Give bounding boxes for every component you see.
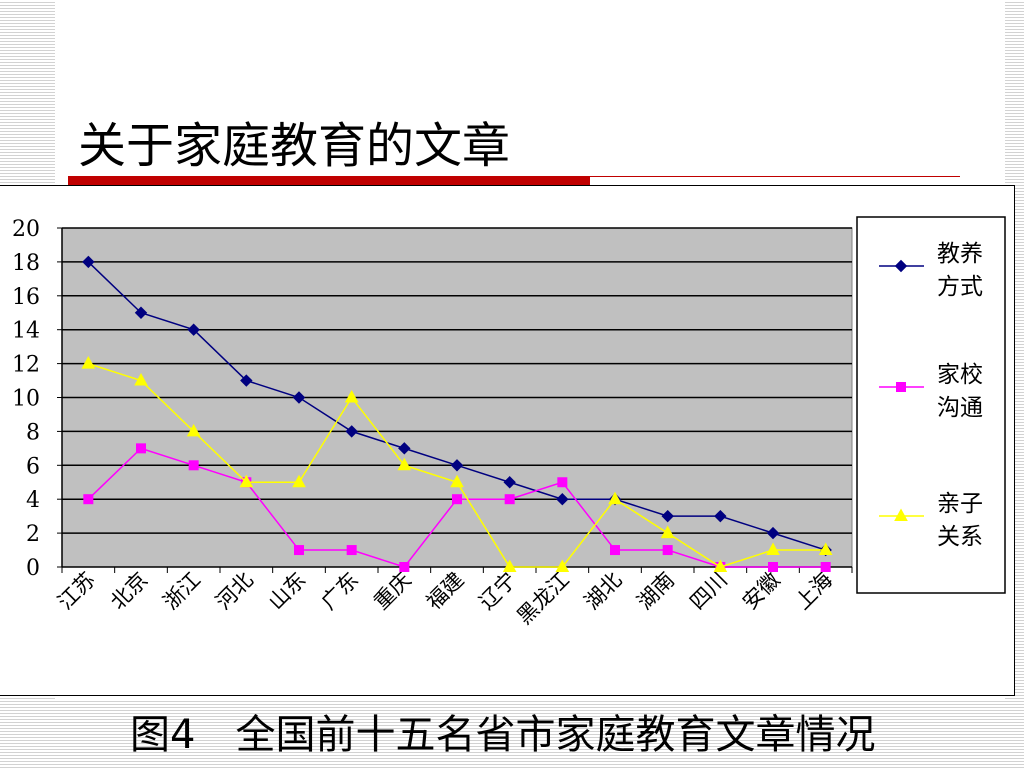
data-point [344,389,359,403]
y-tick-label: 10 [12,387,40,412]
data-point [714,509,727,523]
x-tick-label: 福建 [422,568,469,615]
data-point [134,306,148,319]
legend-label: 方式 [937,274,983,300]
legend-marker [894,259,908,273]
x-tick-label: 黑龙江 [512,568,574,630]
y-tick-label: 6 [26,454,40,479]
data-point [556,492,569,506]
y-tick-label: 8 [26,420,40,445]
x-tick-label: 辽宁 [475,568,522,615]
y-tick-label: 0 [26,556,40,581]
data-point [399,562,410,572]
x-tick-label: 湖南 [633,568,680,615]
data-point [768,562,778,572]
data-point [292,391,306,404]
data-point [239,474,254,488]
y-tick-label: 16 [12,285,40,310]
data-point [661,509,674,523]
y-tick-label: 2 [26,522,40,547]
y-tick-label: 18 [12,251,40,276]
data-point [766,542,780,556]
legend-label: 沟通 [937,395,983,421]
data-point [660,525,675,539]
legend-label: 关系 [937,524,983,550]
legend-marker [896,382,906,392]
data-point [292,474,306,488]
data-point [188,460,199,471]
data-point [555,559,570,572]
x-tick-label: 广东 [317,568,364,615]
x-tick-label: 安徽 [738,568,785,615]
data-point [818,542,833,556]
data-point [504,494,515,505]
data-point [713,559,728,572]
data-point [134,373,148,386]
data-point [346,545,357,556]
x-tick-label: 重庆 [369,568,416,615]
legend-marker [894,508,908,521]
data-point [503,476,516,489]
chart-frame: 0 2 4 6 8 10 12 14 16 18 20 江苏 北京 浙江 河北 山东 广东 重庆 福建 辽宁 黑龙江 湖北… [0,185,1015,696]
data-point [398,442,411,455]
legend-label: 亲子 [937,491,983,517]
data-point [83,494,94,505]
x-tick-label: 北京 [106,568,153,615]
data-point [662,545,673,556]
data-point [608,491,622,505]
data-point [345,425,358,438]
x-tick-label: 江苏 [53,568,100,615]
data-point [820,562,831,572]
data-point [450,474,464,488]
data-point [610,545,620,556]
data-point [557,477,568,488]
x-tick-label: 湖北 [580,568,627,615]
data-point [240,374,253,387]
data-point [452,494,462,505]
x-tick-label: 四川 [685,568,732,615]
legend-label: 教养 [937,241,983,267]
data-point [397,457,412,471]
y-tick-label: 20 [12,217,40,242]
title-underline-line [590,176,960,177]
x-tick-label: 浙江 [159,568,206,615]
data-point [187,323,200,336]
y-tick-label: 12 [12,353,40,378]
title-underline-bar [68,176,590,185]
data-point [186,423,201,437]
legend-label: 家校 [937,362,983,388]
data-point [82,255,95,269]
data-point [766,526,780,540]
x-tick-label: 河北 [211,568,258,615]
x-tick-label: 上海 [791,568,838,615]
legend-box [856,216,1006,594]
data-point [502,559,517,572]
data-point [136,443,146,454]
figure-caption: 图4 全国前十五名省市家庭教育文章情况 [130,712,876,758]
y-tick-label: 4 [26,488,40,513]
data-point [81,356,96,369]
data-point [294,545,304,556]
slide-title: 关于家庭教育的文章 [78,118,511,174]
y-tick-label: 14 [12,319,40,344]
x-tick-label: 山东 [264,568,311,615]
data-point [450,459,464,472]
